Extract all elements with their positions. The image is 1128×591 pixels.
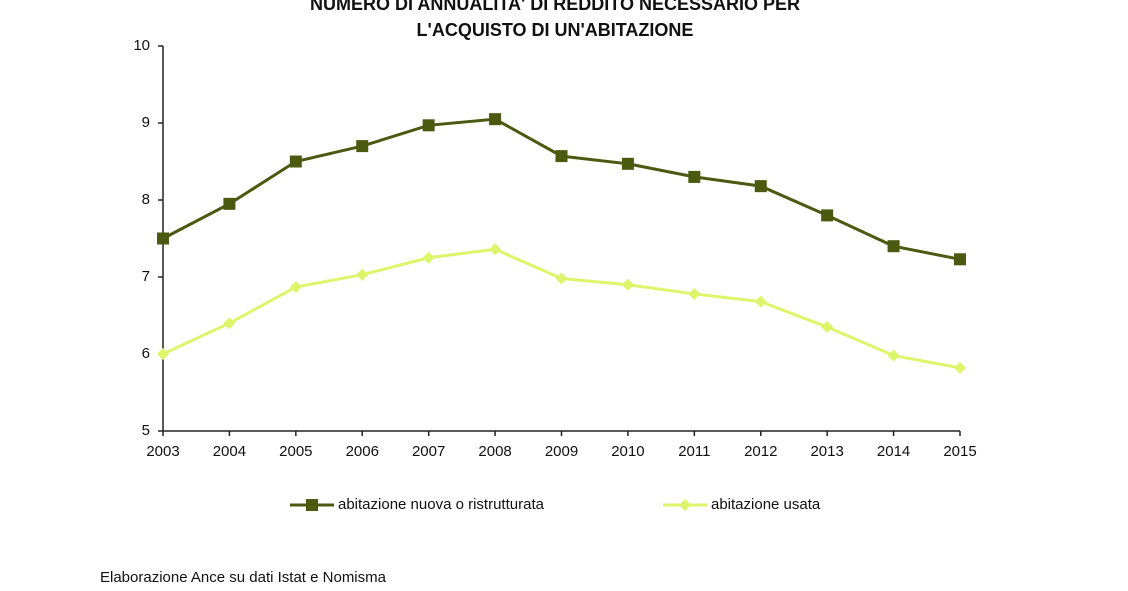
data-point: [887, 240, 900, 253]
x-tick-label: 2009: [545, 443, 578, 460]
legend-marker: [679, 499, 691, 511]
data-point: [422, 251, 435, 264]
data-point: [621, 278, 634, 291]
data-point: [688, 170, 701, 183]
x-tick-label: 2005: [279, 443, 312, 460]
x-tick-label: 2013: [810, 443, 843, 460]
y-tick-label: 6: [142, 345, 150, 362]
data-point: [223, 197, 236, 210]
data-point: [289, 281, 302, 294]
x-tick-label: 2004: [213, 443, 246, 460]
data-point: [157, 232, 169, 245]
data-point: [954, 361, 966, 374]
data-point: [821, 209, 834, 222]
x-tick-label: 2010: [611, 443, 644, 460]
data-point: [157, 348, 169, 360]
data-point: [754, 180, 767, 193]
data-point: [489, 113, 502, 126]
data-point: [223, 317, 236, 330]
data-point: [887, 349, 900, 362]
data-point: [356, 268, 369, 281]
data-point: [422, 119, 435, 132]
x-tick-label: 2014: [877, 443, 910, 460]
legend-label: abitazione usata: [711, 496, 821, 513]
y-tick-label: 5: [142, 422, 150, 439]
data-point: [821, 321, 834, 334]
data-point: [555, 150, 568, 163]
x-tick-label: 2006: [346, 443, 379, 460]
data-point: [954, 253, 966, 266]
x-tick-label: 2007: [412, 443, 445, 460]
y-tick-label: 10: [133, 37, 150, 54]
legend-label: abitazione nuova o ristrutturata: [338, 496, 545, 513]
data-point: [754, 295, 767, 308]
y-tick-label: 8: [142, 191, 150, 208]
data-point: [289, 155, 302, 168]
data-point: [688, 287, 701, 300]
x-tick-label: 2008: [478, 443, 511, 460]
y-tick-label: 9: [142, 114, 150, 131]
data-point: [555, 272, 568, 285]
data-point: [621, 157, 634, 170]
x-tick-label: 2011: [678, 443, 710, 460]
chart-title: L'ACQUISTO DI UN'ABITAZIONE: [417, 20, 694, 40]
x-tick-label: 2015: [943, 443, 976, 460]
data-point: [489, 243, 502, 256]
x-tick-label: 2003: [146, 443, 179, 460]
source-note: Elaborazione Ance su dati Istat e Nomism…: [100, 569, 387, 586]
legend-marker: [306, 499, 318, 511]
x-tick-label: 2012: [744, 443, 777, 460]
series-line: [162, 247, 961, 370]
y-tick-label: 7: [142, 268, 150, 285]
data-point: [356, 140, 369, 153]
series-line: [162, 117, 961, 261]
chart-title: NUMERO DI ANNUALITA' DI REDDITO NECESSAR…: [310, 0, 800, 14]
